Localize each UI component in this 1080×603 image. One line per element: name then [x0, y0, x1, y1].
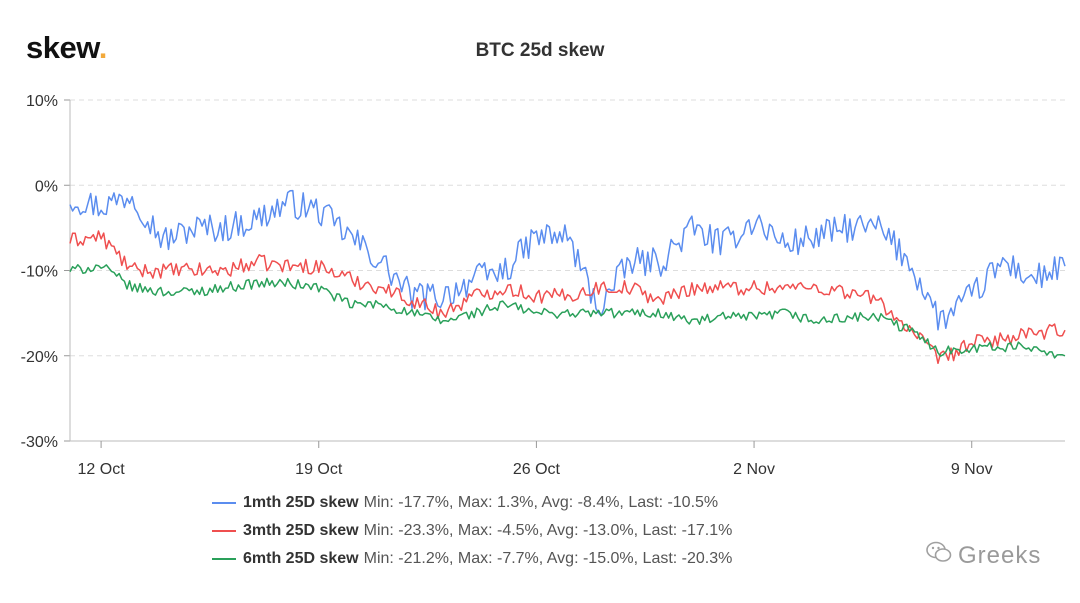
legend-series-name: 1mth 25D skew [243, 494, 359, 511]
legend-item-6mth[interactable]: 6mth 25D skew Min: -21.2%, Max: -7.7%, A… [212, 545, 732, 573]
logo-text: skew [26, 30, 99, 65]
x-tick-label: 2 Nov [733, 461, 775, 478]
legend-series-stats: Min: -23.3%, Max: -4.5%, Avg: -13.0%, La… [363, 522, 733, 539]
legend-swatch-1mth [212, 502, 236, 504]
skew-logo: skew. [26, 30, 107, 66]
chart-title: BTC 25d skew [475, 40, 605, 61]
y-axis: 10% 0% -10% -20% -30% [21, 93, 71, 451]
x-tick-label: 26 Oct [513, 461, 561, 478]
legend-swatch-3mth [212, 530, 236, 532]
legend-series-name: 6mth 25D skew [243, 550, 359, 567]
legend-item-1mth[interactable]: 1mth 25D skew Min: -17.7%, Max: 1.3%, Av… [212, 489, 732, 517]
x-tick-label: 19 Oct [295, 461, 343, 478]
wechat-icon [926, 541, 952, 570]
y-tick-label: 0% [35, 178, 58, 195]
x-tick-label: 12 Oct [78, 461, 126, 478]
series-line-6mth [69, 264, 1066, 359]
series-line-1mth [69, 189, 1066, 331]
legend-series-stats: Min: -17.7%, Max: 1.3%, Avg: -8.4%, Last… [363, 494, 719, 511]
series-line-3mth [69, 230, 1066, 365]
legend-swatch-6mth [212, 558, 236, 560]
legend: 1mth 25D skew Min: -17.7%, Max: 1.3%, Av… [212, 489, 732, 573]
series-lines [69, 189, 1066, 365]
logo-dot: . [98, 30, 108, 65]
legend-series-stats: Min: -21.2%, Max: -7.7%, Avg: -15.0%, La… [363, 550, 733, 567]
watermark: Greeks [926, 541, 1041, 570]
x-tick-label: 9 Nov [951, 461, 993, 478]
y-tick-label: -10% [21, 264, 58, 281]
y-tick-label: -20% [21, 349, 58, 366]
x-axis: 12 Oct 19 Oct 26 Oct 2 Nov 9 Nov [70, 440, 1065, 478]
legend-series-name: 3mth 25D skew [243, 522, 359, 539]
y-tick-label: -30% [21, 434, 58, 451]
gridlines [70, 99, 1065, 357]
legend-item-3mth[interactable]: 3mth 25D skew Min: -23.3%, Max: -4.5%, A… [212, 517, 732, 545]
y-tick-label: 10% [26, 93, 58, 110]
watermark-text: Greeks [958, 541, 1042, 569]
